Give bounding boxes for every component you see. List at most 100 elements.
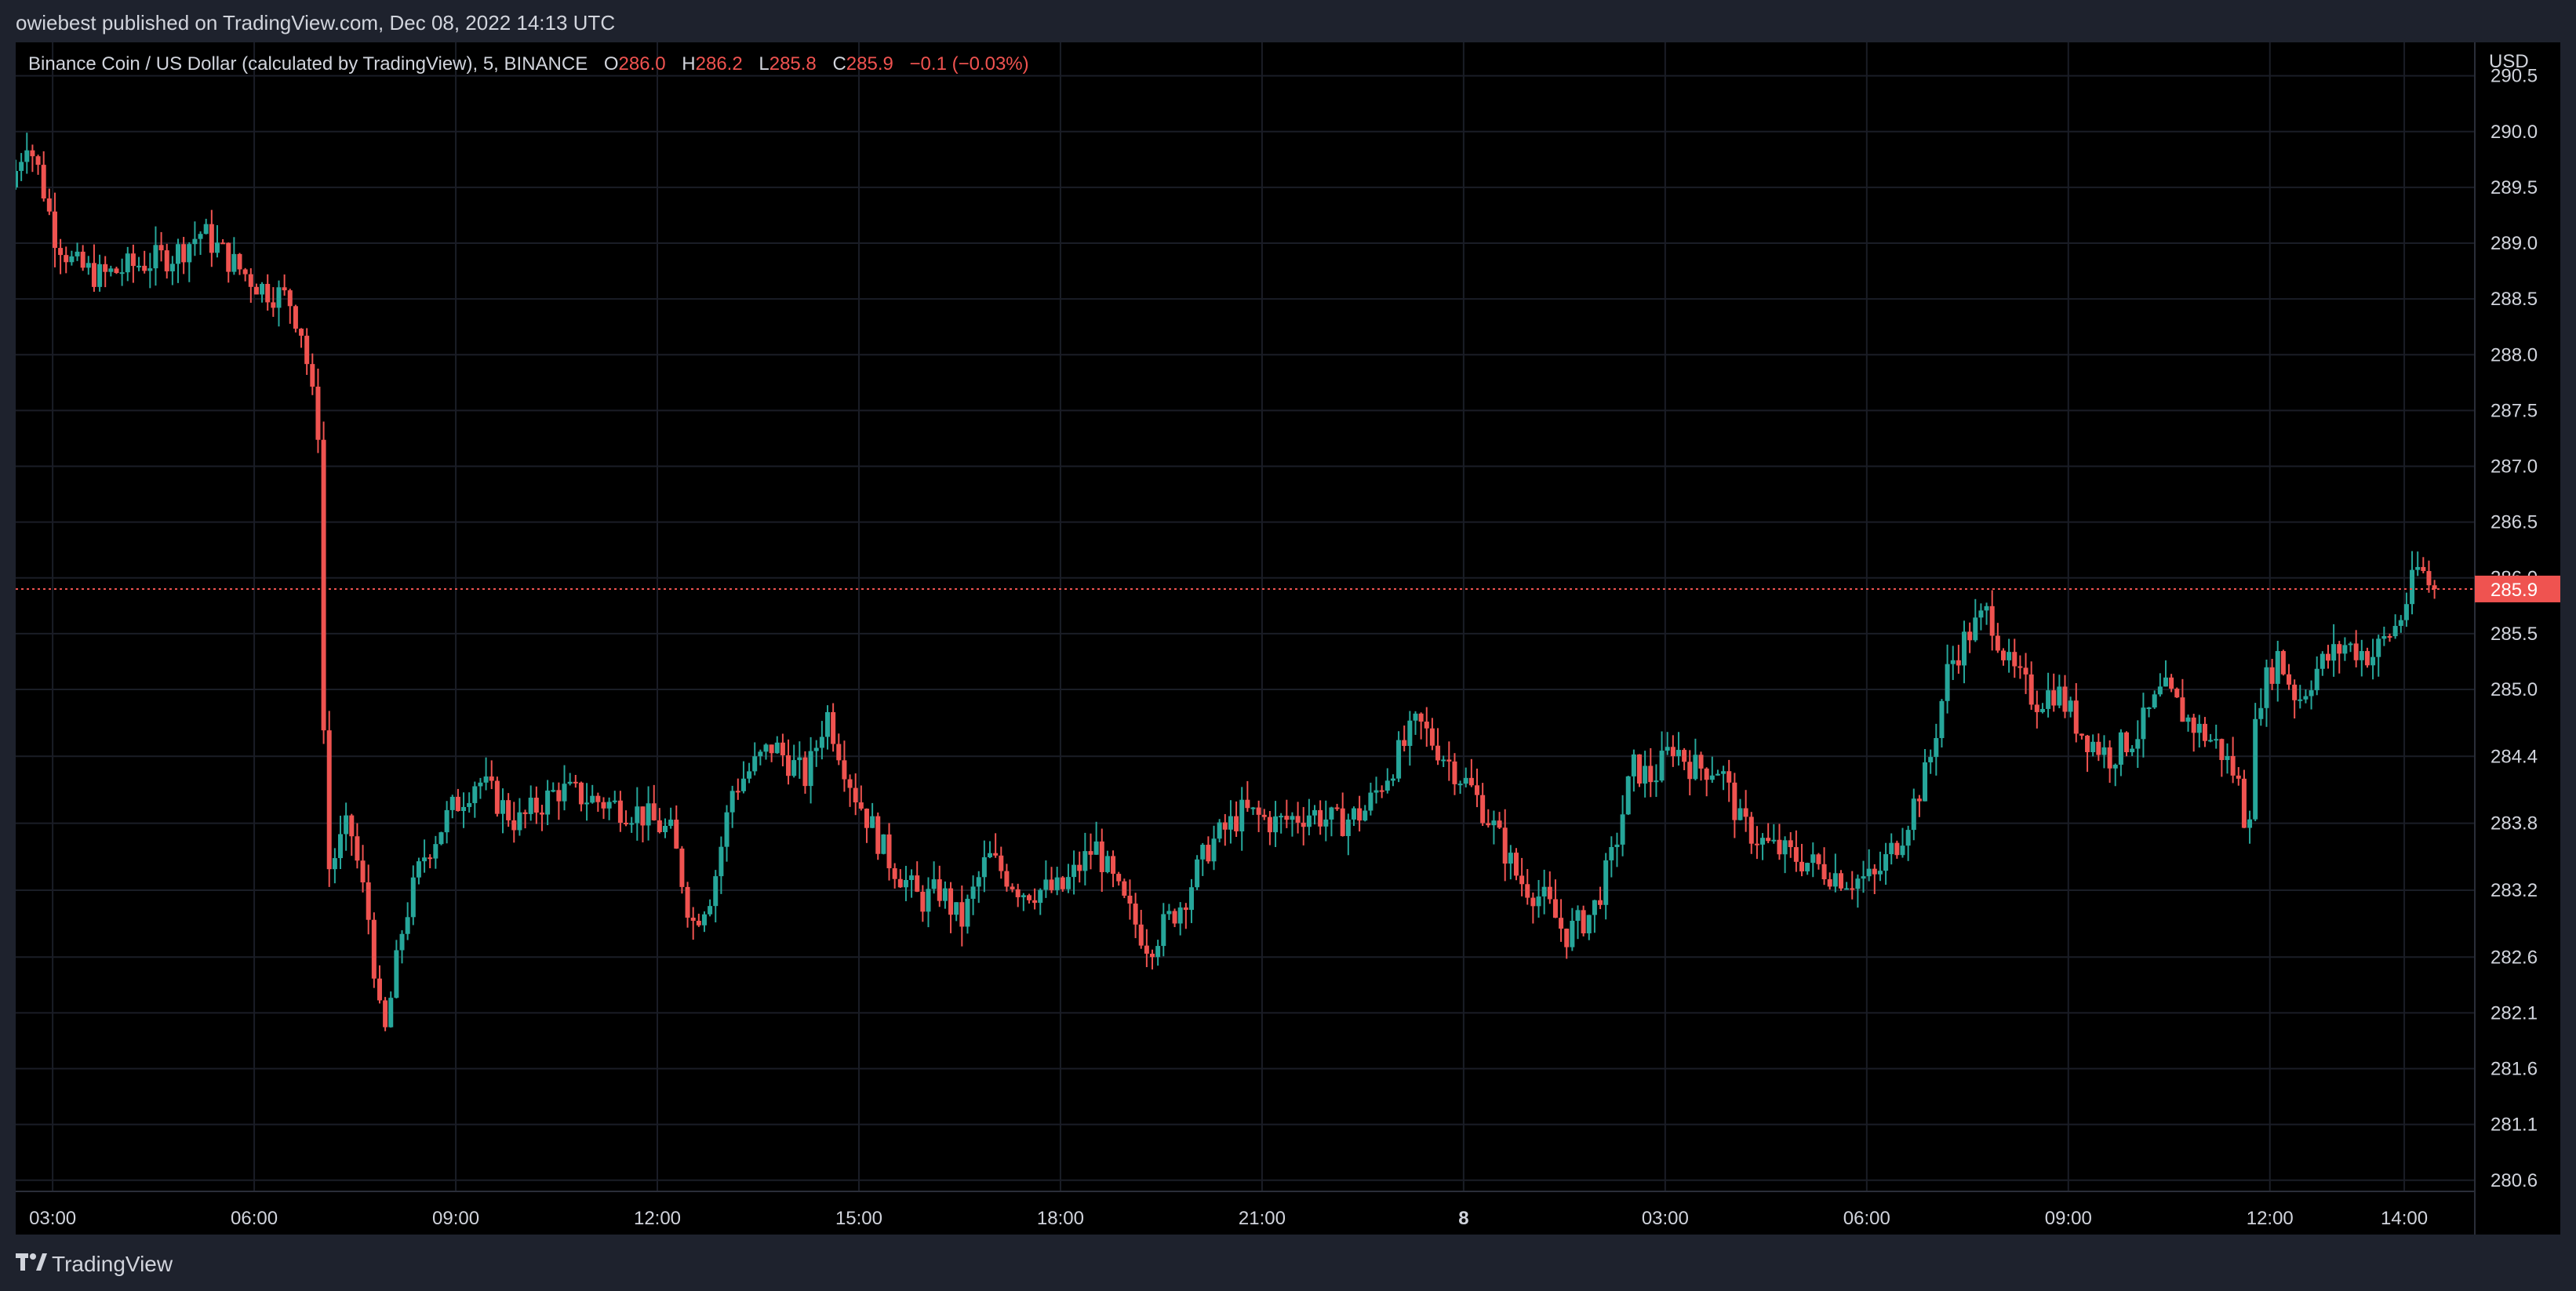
brand-name[interactable]: TradingView — [52, 1252, 173, 1276]
candle-body — [410, 877, 416, 918]
candle-body — [2225, 755, 2230, 761]
candle-body — [2085, 735, 2090, 753]
candle-body — [1424, 722, 1429, 729]
candle-body — [1889, 842, 1894, 855]
candle-body — [758, 751, 763, 757]
candle-body — [1463, 777, 1468, 784]
candle-body — [584, 802, 590, 805]
candle-body — [931, 879, 937, 889]
candle-body — [1586, 915, 1592, 933]
candle-body — [260, 283, 265, 295]
candle-body — [1429, 728, 1435, 746]
candle-body — [209, 224, 214, 253]
candle-body — [2057, 686, 2062, 706]
candle-body — [1010, 886, 1015, 889]
candle-body — [2219, 739, 2225, 761]
candle-body — [1457, 784, 1463, 786]
candle-body — [1693, 755, 1698, 780]
candle-body — [282, 287, 287, 291]
candle-body — [1323, 819, 1329, 827]
candle-body — [2152, 694, 2157, 708]
candle-body — [897, 878, 903, 888]
candle-body — [1872, 868, 1877, 875]
candle-body — [344, 815, 349, 835]
y-tick-label: 287.0 — [2490, 456, 2538, 477]
candle-body — [740, 778, 746, 791]
candle-body — [1850, 888, 1855, 890]
candle-body — [388, 998, 394, 1027]
candle-body — [253, 286, 259, 295]
candle-body — [763, 744, 769, 752]
candle-body — [1273, 816, 1279, 833]
x-axis[interactable]: 03:00 06:00 09:00 12:00 15:00 18:00 21:00 8 03:0… — [16, 1191, 2475, 1229]
candle-body — [2090, 741, 2096, 753]
candle-body — [1054, 877, 1060, 890]
candle-body — [64, 255, 69, 263]
candle-body — [1211, 838, 1217, 862]
candle-body — [511, 820, 517, 831]
candle-body — [1396, 740, 1402, 779]
close-label: C — [832, 53, 846, 75]
candle-body — [842, 760, 847, 780]
candle-body — [1480, 795, 1486, 824]
candle-body — [1648, 766, 1654, 783]
candle-body — [399, 933, 405, 951]
candle-body — [752, 756, 758, 772]
candle-body — [1155, 946, 1161, 958]
candle-body — [1956, 660, 1961, 666]
last-price-label: 285.9 — [2490, 580, 2538, 601]
candle-body — [455, 796, 460, 811]
chart-pane[interactable]: USD 290.5 290.0 289.5 289.0 288.5 288.0 287.5 28… — [16, 42, 2560, 1235]
candle-body — [875, 816, 881, 854]
candle-body — [1318, 809, 1323, 827]
candle-body — [1911, 798, 1916, 831]
candle-body — [467, 802, 472, 807]
candle-body — [119, 272, 125, 275]
y-tick-label: 281.1 — [2490, 1115, 2538, 1136]
candle-body — [500, 800, 506, 814]
candle-body — [2309, 690, 2314, 696]
x-axis-panel[interactable] — [16, 1191, 2475, 1235]
candle-body — [1715, 773, 1720, 776]
candle-body — [1384, 780, 1390, 791]
candle-body — [242, 269, 248, 275]
tradingview-logo-icon[interactable] — [16, 1253, 47, 1271]
candle-body — [651, 803, 657, 820]
candle-body — [2359, 651, 2364, 660]
candle-body — [2062, 686, 2068, 712]
candle-body — [1345, 819, 1351, 836]
candle-body — [1581, 910, 1586, 933]
candle-body — [1519, 875, 1525, 885]
symbol-name[interactable]: Binance Coin / US Dollar (calculated by … — [28, 53, 588, 75]
candle-body — [2410, 569, 2415, 605]
candle-body — [1183, 907, 1188, 911]
candle-body — [2258, 707, 2264, 719]
candle-body — [75, 251, 80, 256]
candle-body — [69, 256, 75, 263]
candle-body — [1916, 798, 1922, 802]
candle-body — [377, 978, 382, 1001]
candles — [16, 133, 2437, 1031]
candle-body — [1704, 768, 1709, 780]
candle-body — [612, 800, 617, 802]
candle-body — [355, 836, 360, 861]
y-axis-panel[interactable] — [2475, 42, 2560, 1235]
candle-body — [635, 806, 640, 824]
candle-body — [24, 150, 30, 162]
candle-body — [813, 747, 819, 751]
candle-body — [1592, 900, 1597, 915]
candle-body — [16, 170, 18, 187]
grid-lines — [16, 42, 2475, 1191]
candle-body — [853, 787, 858, 803]
candle-body — [1973, 617, 1978, 641]
candle-body — [1643, 766, 1648, 784]
candle-body — [2107, 747, 2112, 769]
candle-body — [461, 806, 467, 811]
candle-body — [959, 902, 965, 927]
y-tick-label: 286.5 — [2490, 512, 2538, 533]
y-axis-currency: USD — [2489, 51, 2529, 72]
x-tick-label: 18:00 — [1037, 1208, 1084, 1229]
candle-body — [2191, 717, 2196, 733]
